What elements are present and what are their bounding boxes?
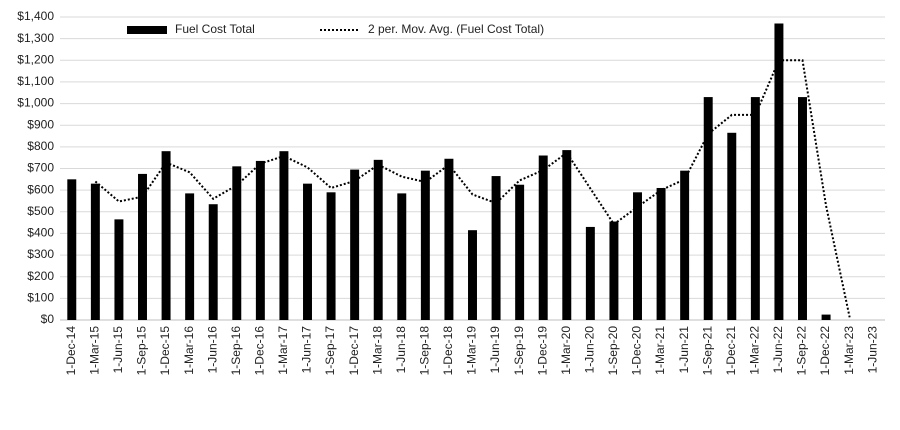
legend-label: 2 per. Mov. Avg. (Fuel Cost Total): [368, 22, 544, 36]
x-tick-label: 1-Dec-18: [441, 326, 455, 376]
bar: [373, 159, 383, 320]
bar: [703, 97, 713, 320]
bar: [585, 226, 595, 320]
legend-label: Fuel Cost Total: [175, 22, 255, 36]
x-tick-label: 1-Mar-22: [748, 326, 762, 375]
y-tick-label: $600: [27, 182, 54, 196]
bar: [680, 170, 690, 320]
x-tick-label: 1-Jun-15: [111, 326, 125, 374]
bar: [798, 97, 807, 320]
bar: [279, 151, 289, 320]
moving-average-line: [94, 59, 851, 318]
y-tick-label: $1,200: [17, 52, 54, 66]
x-tick-label: 1-Jun-19: [488, 326, 502, 374]
x-tick-label: 1-Sep-15: [135, 326, 149, 376]
x-tick-label: 1-Dec-16: [253, 326, 267, 376]
x-tick-label: 1-Dec-19: [535, 326, 549, 376]
bar: [255, 160, 265, 320]
x-tick-label: 1-Sep-22: [795, 326, 809, 376]
x-tick-label: 1-Sep-17: [323, 326, 337, 376]
x-tick-label: 1-Dec-20: [630, 326, 644, 376]
y-tick-label: $500: [27, 204, 54, 218]
y-tick-label: $700: [27, 161, 54, 175]
bar: [538, 155, 548, 320]
x-tick-label: 1-Jun-20: [583, 326, 597, 374]
y-tick-label: $1,300: [17, 31, 54, 45]
x-tick-label: 1-Dec-17: [347, 326, 361, 376]
x-tick-label: 1-Mar-17: [276, 326, 290, 375]
x-tick-label: 1-Jun-21: [677, 326, 691, 374]
y-tick-label: $1,400: [17, 9, 54, 23]
bar: [750, 97, 760, 320]
bar: [468, 230, 477, 320]
legend-swatch: [127, 26, 167, 34]
x-tick-label: 1-Dec-14: [64, 326, 78, 376]
bar: [609, 221, 619, 320]
y-tick-label: $400: [27, 226, 54, 240]
x-tick-label: 1-Dec-21: [724, 326, 738, 376]
x-tick-label: 1-Sep-18: [418, 326, 432, 376]
x-tick-label: 1-Mar-16: [182, 326, 196, 375]
bar: [420, 170, 430, 320]
x-tick-label: 1-Mar-19: [465, 326, 479, 375]
bar: [444, 158, 454, 320]
y-tick-label: $300: [27, 247, 54, 261]
bar: [656, 187, 666, 320]
bar: [727, 132, 737, 320]
y-tick-label: $800: [27, 139, 54, 153]
x-tick-label: 1-Mar-23: [842, 326, 856, 375]
y-tick-label: $900: [27, 117, 54, 131]
x-tick-label: 1-Sep-16: [229, 326, 243, 376]
x-tick-label: 1-Jun-17: [300, 326, 314, 374]
x-tick-label: 1-Mar-15: [88, 326, 102, 375]
bar: [185, 193, 195, 320]
x-tick-label: 1-Jun-18: [394, 326, 408, 374]
x-tick-label: 1-Dec-22: [818, 326, 832, 376]
y-tick-label: $1,100: [17, 74, 54, 88]
bar: [138, 173, 147, 320]
bar: [821, 314, 831, 320]
bar: [774, 23, 784, 320]
x-tick-label: 1-Sep-19: [512, 326, 526, 376]
y-tick-label: $100: [27, 291, 54, 305]
bar: [633, 192, 642, 320]
bar: [397, 193, 407, 320]
x-tick-label: 1-Dec-15: [158, 326, 172, 376]
y-tick-label: $0: [41, 312, 55, 326]
x-tick-label: 1-Mar-20: [559, 326, 573, 375]
x-tick-label: 1-Sep-21: [700, 326, 714, 376]
bar: [161, 151, 171, 320]
bar: [90, 183, 100, 320]
bar: [232, 166, 242, 320]
x-tick-label: 1-Jun-22: [771, 326, 785, 374]
bar: [350, 169, 360, 320]
x-tick-label: 1-Mar-18: [370, 326, 384, 375]
bar: [326, 192, 336, 320]
bar: [67, 179, 77, 320]
bar: [562, 150, 572, 320]
x-tick-label: 1-Sep-20: [606, 326, 620, 376]
bar: [208, 204, 218, 320]
x-tick-label: 1-Mar-21: [653, 326, 667, 375]
y-tick-label: $1,000: [17, 96, 54, 110]
bar: [303, 183, 312, 320]
bar: [491, 176, 501, 320]
x-tick-label: 1-Jun-23: [865, 326, 879, 374]
y-tick-label: $200: [27, 269, 54, 283]
x-tick-label: 1-Jun-16: [205, 326, 219, 374]
bar: [515, 184, 525, 320]
bar: [114, 219, 124, 320]
